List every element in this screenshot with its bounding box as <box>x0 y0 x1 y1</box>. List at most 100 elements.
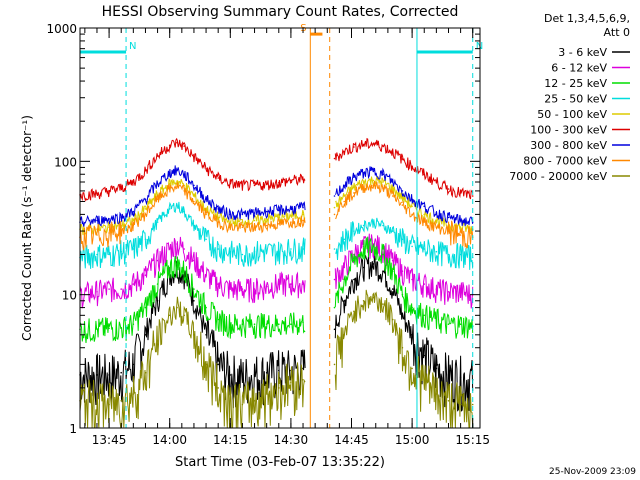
data-point-50-100-kev-13 <box>229 221 232 223</box>
data-point-800-7000-kev-20 <box>333 213 336 216</box>
data-point-12-25-kev-32 <box>459 323 462 326</box>
x-axis-label: Start Time (03-Feb-07 13:35:22) <box>175 455 385 470</box>
data-point-300-800-kev-18 <box>290 208 292 210</box>
legend-title-line-2: Att 0 <box>604 26 630 39</box>
data-point-3-6-kev-1 <box>96 374 98 376</box>
data-point-800-7000-kev-7 <box>168 188 171 190</box>
data-point-3-6-kev-32 <box>459 376 462 379</box>
data-point-300-800-kev-16 <box>265 210 268 213</box>
data-point-100-300-kev-13 <box>229 182 232 185</box>
data-point-100-300-kev-22 <box>353 146 355 148</box>
legend: Det 1,3,4,5,6,9, Att 0 3 - 6 keV 6 - 12 k… <box>509 12 630 183</box>
data-point-300-800-kev-4 <box>132 210 135 213</box>
data-point-25-50-kev-31 <box>447 253 450 256</box>
data-point-12-25-kev-1 <box>96 328 98 331</box>
legend-label-8: 7000 - 20000 keV <box>509 170 607 183</box>
axes <box>79 27 481 429</box>
data-point-300-800-kev-5 <box>144 198 147 200</box>
data-point-800-7000-kev-5 <box>144 213 147 216</box>
data-point-6-12-kev-18 <box>290 283 292 285</box>
data-point-7000-20000-kev-20 <box>333 363 336 366</box>
data-point-12-25-kev-18 <box>290 323 292 326</box>
data-point-7000-20000-kev-32 <box>459 403 462 406</box>
data-point-6-12-kev-2 <box>108 288 110 290</box>
data-point-7000-20000-kev-13 <box>229 400 232 402</box>
data-point-7000-20000-kev-7 <box>168 314 171 317</box>
data-point-6-12-kev-3 <box>120 288 122 290</box>
data-point-100-300-kev-14 <box>241 184 244 187</box>
data-point-7000-20000-kev-26 <box>391 318 394 321</box>
y-tick-label-0: 1 <box>69 422 77 436</box>
legend-label-1: 6 - 12 keV <box>551 62 607 75</box>
data-point-7000-20000-kev-14 <box>241 403 244 406</box>
data-point-6-12-kev-31 <box>447 291 450 293</box>
data-point-7000-20000-kev-22 <box>353 310 355 313</box>
data-point-7000-20000-kev-23 <box>362 300 365 302</box>
data-point-300-800-kev-15 <box>253 212 256 214</box>
data-point-100-300-kev-32 <box>459 192 462 194</box>
data-point-3-6-kev-30 <box>435 367 438 370</box>
data-point-800-7000-kev-19 <box>302 219 304 222</box>
data-point-6-12-kev-13 <box>229 288 232 290</box>
data-point-25-50-kev-12 <box>217 248 219 250</box>
annotation-layer: NNS <box>80 23 483 54</box>
data-point-300-800-kev-13 <box>229 213 232 216</box>
data-point-3-6-kev-23 <box>362 266 365 269</box>
x-tick-label-5: 15:00 <box>395 433 430 447</box>
data-point-300-800-kev-20 <box>333 195 336 197</box>
data-point-7000-20000-kev-12 <box>217 387 219 389</box>
series-layer <box>79 137 474 429</box>
data-point-100-300-kev-30 <box>435 181 438 183</box>
data-point-7000-20000-kev-9 <box>183 314 185 317</box>
data-point-300-800-kev-23 <box>362 172 365 174</box>
data-point-800-7000-kev-28 <box>411 213 413 216</box>
data-point-100-300-kev-25 <box>382 145 384 147</box>
y-axis-label: Corrected Count Rate (s⁻¹ detector⁻¹) <box>20 115 34 341</box>
data-point-3-6-kev-5 <box>144 334 147 336</box>
data-point-50-100-kev-27 <box>401 196 404 198</box>
data-point-800-7000-kev-16 <box>265 224 268 227</box>
data-point-3-6-kev-13 <box>229 374 232 376</box>
series-line-12-25-kev <box>79 236 474 344</box>
data-point-7000-20000-kev-16 <box>265 393 268 395</box>
data-point-800-7000-kev-8 <box>176 185 178 188</box>
legend-label-0: 3 - 6 keV <box>558 46 607 59</box>
data-point-6-12-kev-26 <box>391 259 394 262</box>
data-point-6-12-kev-17 <box>278 283 280 285</box>
data-point-6-12-kev-9 <box>183 248 185 250</box>
data-point-7000-20000-kev-29 <box>423 381 426 384</box>
data-point-100-300-kev-8 <box>176 141 178 144</box>
data-point-300-800-kev-14 <box>241 213 244 216</box>
data-point-7000-20000-kev-11 <box>205 363 207 366</box>
data-point-50-100-kev-5 <box>144 208 147 210</box>
data-point-7000-20000-kev-27 <box>401 346 404 349</box>
data-point-7000-20000-kev-30 <box>435 393 438 395</box>
data-point-25-50-kev-5 <box>144 238 147 241</box>
data-point-6-12-kev-11 <box>205 274 207 277</box>
data-point-300-800-kev-19 <box>302 206 304 209</box>
data-point-300-800-kev-31 <box>447 216 450 219</box>
data-point-800-7000-kev-10 <box>193 200 195 203</box>
data-point-800-7000-kev-18 <box>290 221 292 223</box>
data-point-6-12-kev-1 <box>96 291 98 293</box>
data-point-12-25-kev-22 <box>353 259 355 262</box>
data-point-25-50-kev-25 <box>382 224 384 227</box>
data-point-25-50-kev-19 <box>302 248 304 250</box>
data-point-800-7000-kev-31 <box>447 230 450 232</box>
annotation-label-1: N <box>476 41 483 52</box>
data-point-300-800-kev-26 <box>391 181 394 183</box>
data-point-300-800-kev-3 <box>120 216 122 219</box>
data-point-6-12-kev-6 <box>156 259 159 262</box>
data-point-100-300-kev-9 <box>183 145 185 147</box>
data-point-100-300-kev-1 <box>96 193 98 195</box>
data-point-7000-20000-kev-28 <box>411 367 413 370</box>
data-point-25-50-kev-30 <box>435 250 438 253</box>
data-point-25-50-kev-11 <box>205 238 207 241</box>
data-point-25-50-kev-14 <box>241 253 244 256</box>
data-point-100-300-kev-20 <box>333 157 336 160</box>
data-point-6-12-kev-7 <box>168 248 171 250</box>
data-point-50-100-kev-30 <box>435 219 438 222</box>
data-point-12-25-kev-7 <box>168 266 171 269</box>
data-point-7000-20000-kev-33 <box>471 403 474 406</box>
data-point-3-6-kev-2 <box>108 374 110 376</box>
